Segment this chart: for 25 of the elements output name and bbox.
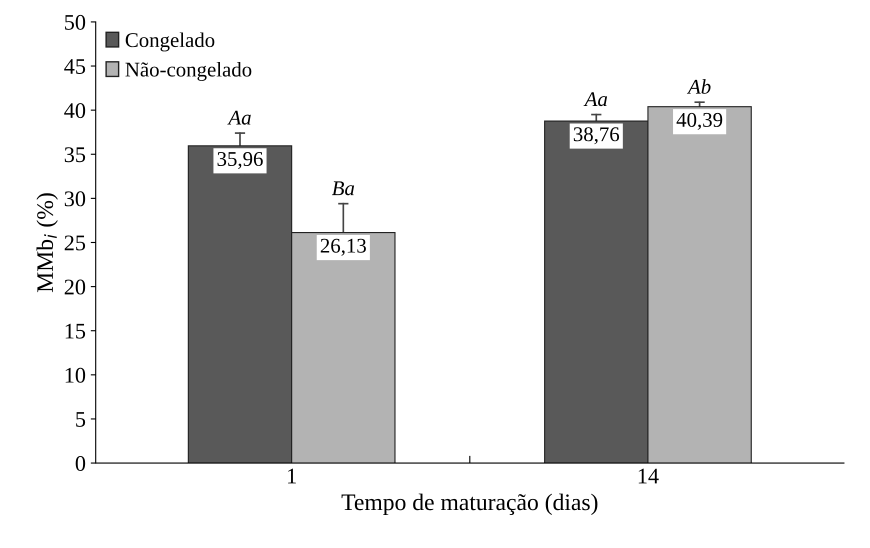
annotation: Aa (584, 92, 608, 106)
data-label: 38,76 (574, 127, 620, 144)
y-tick-label: 10 (66, 368, 86, 383)
data-label: 35,96 (218, 152, 263, 170)
y-axis-title: MMb$_{i}$ (%) (36, 193, 58, 292)
y-tick-label: 30 (64, 191, 86, 206)
y-tick-label: 0 (76, 456, 86, 471)
y-tick-label: 25 (64, 235, 86, 250)
annotation: Ba (332, 181, 354, 196)
y-tick-label: 5 (76, 412, 86, 427)
y-tick-label: 35 (64, 147, 86, 162)
x-tick-label: 14 (638, 468, 659, 484)
legend-label: Congelado (126, 32, 214, 52)
x-tick-label: 1 (288, 468, 296, 484)
data-label: 40,39 (676, 112, 722, 130)
x-axis-title: Tempo de maturação (dias) (342, 494, 598, 516)
legend-label: Não-congelado (125, 62, 252, 81)
y-tick-label: 50 (65, 14, 86, 30)
y-tick-label: 15 (66, 324, 86, 339)
data-label: 26,13 (320, 238, 366, 256)
y-tick-label: 40 (64, 103, 86, 118)
annotation: Ab (686, 79, 711, 94)
y-tick-label: 20 (64, 280, 86, 295)
y-tick-label: 45 (64, 59, 86, 74)
annotation: Aa (227, 110, 251, 125)
